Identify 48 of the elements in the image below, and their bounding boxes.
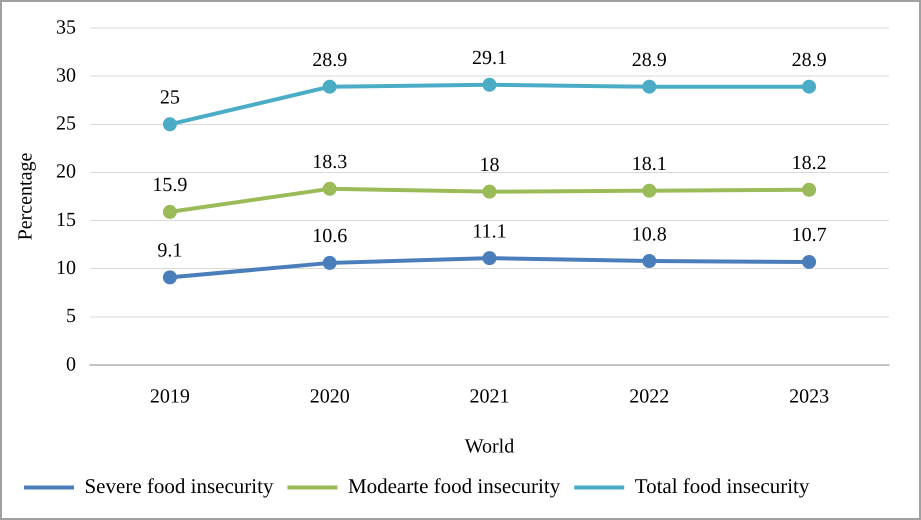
x-tick-label: 2023	[789, 385, 830, 408]
y-tick-label: 35	[56, 16, 76, 38]
point	[482, 184, 496, 199]
x-axis-title: World	[464, 435, 514, 458]
data-label: 18	[480, 154, 500, 176]
y-tick-label: 25	[56, 112, 76, 135]
data-label: 28.9	[792, 48, 827, 71]
y-tick-label: 10	[56, 256, 76, 279]
data-label: 15.9	[152, 174, 188, 196]
data-label: 29.1	[472, 47, 507, 70]
y-axis-title: Percentage	[14, 152, 36, 240]
point	[802, 80, 816, 94]
data-label: 10.6	[312, 225, 348, 248]
point	[642, 254, 656, 268]
data-label: 28.9	[632, 48, 667, 71]
x-tick-label: 2019	[150, 385, 190, 408]
point	[322, 80, 337, 94]
data-label: 28.9	[312, 48, 348, 71]
point	[162, 117, 177, 132]
point	[482, 78, 496, 92]
y-tick-label: 5	[66, 305, 76, 328]
point	[322, 182, 337, 196]
point	[162, 204, 177, 219]
point	[322, 256, 337, 270]
data-label: 10.7	[792, 224, 827, 246]
x-tick-label: 2020	[310, 385, 350, 408]
data-label: 18.1	[632, 152, 667, 175]
x-tick-label: 2022	[629, 385, 670, 408]
point	[642, 80, 656, 94]
data-label: 11.1	[472, 220, 507, 242]
legend-label: Modearte food insecurity	[348, 474, 561, 498]
y-tick-label: 20	[56, 160, 76, 183]
data-label: 18.3	[312, 151, 348, 174]
legend-label: Severe food insecurity	[84, 474, 274, 498]
point	[162, 270, 177, 284]
point	[802, 254, 816, 269]
data-label: 9.1	[157, 240, 182, 262]
point	[482, 251, 496, 266]
y-tick-label: 30	[56, 64, 76, 86]
y-tick-label: 0	[66, 353, 76, 376]
data-label: 10.8	[632, 223, 667, 246]
y-tick-label: 15	[56, 208, 76, 231]
data-label: 18.2	[792, 152, 827, 174]
legend-label: Total food insecurity	[634, 474, 810, 498]
data-label: 25	[160, 86, 180, 109]
x-tick-label: 2021	[470, 385, 510, 408]
point	[642, 184, 656, 198]
point	[802, 182, 816, 197]
